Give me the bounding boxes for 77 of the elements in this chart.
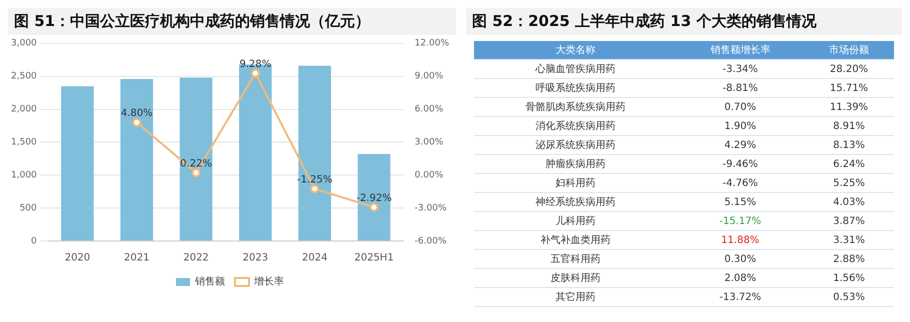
category-label: 皮肤科用药: [474, 268, 676, 288]
x-tick-label: 2020: [64, 252, 90, 264]
legend-label: 增长率: [253, 276, 284, 288]
bar: [61, 86, 94, 240]
bar: [180, 78, 212, 240]
data-label: -4.76%: [676, 174, 804, 192]
category-label: 补气补血类用药: [474, 230, 676, 250]
point: [132, 118, 142, 127]
data-label: 8.91%: [804, 116, 894, 136]
data-label: 3.31%: [804, 230, 894, 250]
point: [310, 184, 320, 194]
text: 大类名称: [474, 41, 676, 60]
text: 市场份额: [804, 41, 894, 60]
data-label: 0.30%: [676, 250, 804, 268]
point: [192, 168, 201, 178]
point: [250, 68, 260, 78]
data-label: 5.25%: [804, 174, 894, 192]
data-label: 11.39%: [804, 98, 894, 116]
category-label: 呼吸系统疾病用药: [474, 78, 676, 98]
category-label: 儿科用药: [474, 212, 676, 230]
category-label: 心脑血管疾病用药: [474, 60, 676, 78]
category-label: 妇科用药: [474, 174, 676, 192]
y2-tick-label: 12.00%: [414, 38, 450, 49]
data-label: 2.08%: [676, 268, 804, 288]
bar: [120, 78, 154, 240]
data-label: 3.87%: [804, 212, 894, 230]
y2-tick-label: 9.00%: [414, 72, 444, 82]
data-label: -8.81%: [676, 78, 804, 98]
y-tick-label: 2,500: [11, 72, 38, 82]
category-label: 其它用药: [474, 288, 676, 306]
y2-tick-label: -6.00%: [414, 236, 447, 246]
data-label: 2.88%: [804, 250, 894, 268]
x-tick-label: 2023: [242, 252, 268, 264]
y2-tick-label: -3.00%: [414, 203, 447, 214]
y2-tick-label: 3.00%: [414, 138, 444, 148]
data-label: 8.13%: [804, 136, 894, 154]
y2-tick-label: 0.00%: [414, 170, 444, 180]
text: 销售额增长率: [676, 41, 804, 60]
x-tick-label: 2021: [124, 252, 150, 264]
y-tick-label: 1,000: [11, 170, 38, 180]
data-label: 5.15%: [676, 192, 804, 212]
data-label: 4.29%: [676, 136, 804, 154]
data-label: 1.56%: [804, 268, 894, 288]
data-label: 11.88%: [676, 230, 804, 250]
data-label: 15.71%: [804, 78, 894, 98]
bar: [358, 154, 390, 240]
data-label: 4.03%: [804, 192, 894, 212]
legend-label: 销售额: [194, 276, 225, 288]
data-label: -15.17%: [676, 212, 804, 230]
y-tick-label: 500: [20, 203, 38, 214]
x-tick-label: 2022: [183, 252, 209, 264]
text: 图 52：2025 上半年中成药 13 个大类的销售情况: [466, 8, 902, 35]
data-label: 1.90%: [676, 116, 804, 136]
point: [370, 202, 379, 212]
data-label: 0.53%: [804, 288, 894, 306]
data-label: -3.34%: [676, 60, 804, 78]
category-label: 泌尿系统疾病用药: [474, 136, 676, 154]
data-label: 4.80%: [120, 108, 153, 120]
bar: [298, 66, 332, 240]
x-tick-label: 2024: [302, 252, 328, 264]
category-label: 消化系统疾病用药: [474, 116, 676, 136]
data-label: 28.20%: [804, 60, 894, 78]
chart-title: 图 51：中国公立医疗机构中成药的销售情况（亿元）: [8, 8, 456, 35]
y-tick-label: 1,500: [11, 138, 38, 148]
category-label: 肿瘤疾病用药: [474, 154, 676, 174]
data-label: -13.72%: [676, 288, 804, 306]
x-tick-label: 2025H1: [354, 252, 394, 264]
y-tick-label: 0: [31, 236, 38, 246]
y-tick-label: 3,000: [11, 38, 38, 49]
y-tick-label: 2,000: [11, 104, 38, 115]
category-label: 骨骼肌肉系统疾病用药: [474, 98, 676, 116]
category-label: 神经系统疾病用药: [474, 192, 676, 212]
data-label: 6.24%: [804, 154, 894, 174]
data-label: 0.70%: [676, 98, 804, 116]
data-label: -9.46%: [676, 154, 804, 174]
category-label: 五官科用药: [474, 250, 676, 268]
y2-tick-label: 6.00%: [414, 104, 444, 115]
